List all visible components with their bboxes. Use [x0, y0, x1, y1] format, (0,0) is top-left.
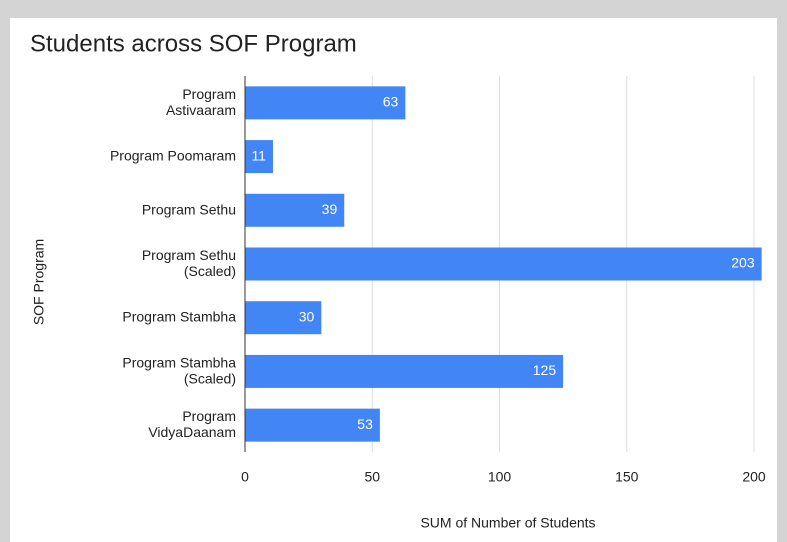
y-tick-label: Program Stambha (Scaled)	[122, 354, 236, 386]
y-axis-label: SOF Program	[31, 239, 47, 325]
bar	[245, 140, 273, 174]
y-tick-label: Program Sethu (Scaled)	[142, 247, 236, 279]
x-axis-label: SUM of Number of Students	[420, 515, 595, 531]
x-tick-label: 200	[742, 469, 766, 485]
bar	[245, 247, 762, 281]
value-label: 39	[322, 201, 338, 217]
x-tick-label: 0	[241, 469, 249, 485]
value-label: 30	[299, 308, 315, 324]
x-tick-label: 100	[488, 469, 512, 485]
y-tick-label: Program Astivaaram	[166, 86, 236, 118]
value-label: 125	[533, 362, 557, 378]
value-label: 53	[357, 416, 373, 432]
y-tick-label: Program Sethu	[142, 201, 236, 217]
bar	[245, 86, 406, 120]
y-tick-label: Program Stambha	[122, 308, 236, 324]
value-label: 11	[251, 147, 266, 163]
bar	[245, 301, 322, 335]
value-label: 63	[383, 94, 399, 110]
bar	[245, 193, 345, 227]
bar	[245, 354, 564, 388]
bar	[245, 408, 380, 442]
x-tick-label: 50	[364, 469, 380, 485]
chart-title: Students across SOF Program	[30, 30, 357, 57]
y-tick-label: Program Poomaram	[110, 147, 236, 163]
x-tick-label: 150	[615, 469, 639, 485]
y-tick-label: Program VidyaDaanam	[148, 408, 236, 440]
value-label: 203	[731, 255, 755, 271]
